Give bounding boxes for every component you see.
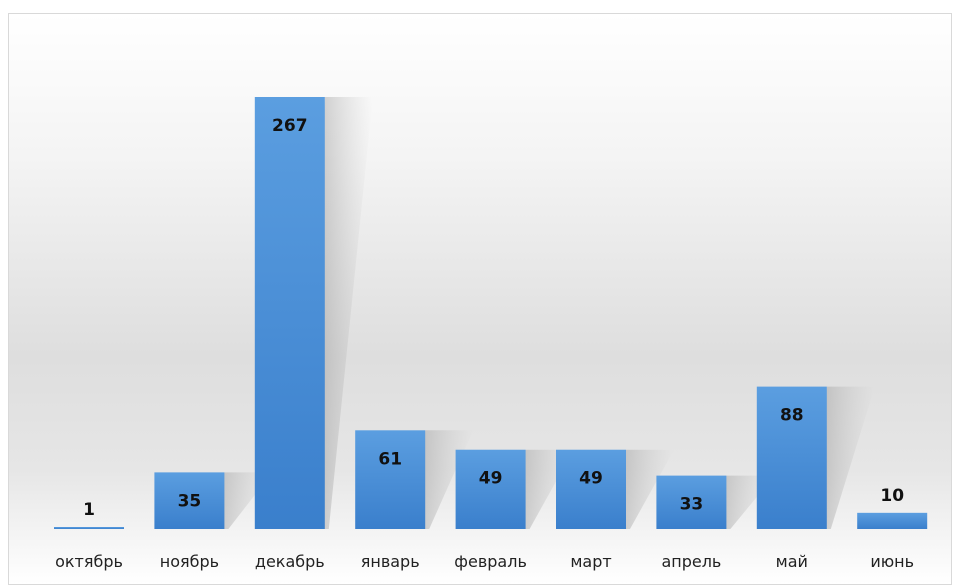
x-tick-label-0: октябрь [55,552,123,571]
x-tick-label-2: декабрь [255,552,325,571]
x-tick-label-5: март [570,552,611,571]
value-label-7: 88 [780,406,804,426]
x-tick-label-3: январь [361,552,420,571]
value-label-2: 267 [272,116,308,136]
bar-shadow [314,97,373,529]
value-labels-group: 1 35 267 61 49 49 33 88 10 [83,116,904,520]
bar-0[interactable] [54,527,124,529]
value-label-6: 33 [680,495,704,515]
bar-5[interactable] [556,449,626,529]
bar-1[interactable] [154,472,225,529]
x-tick-label-7: май [776,552,808,571]
value-label-4: 49 [479,469,503,489]
bar-3[interactable] [355,430,426,529]
x-tick-label-4: февраль [454,552,527,571]
x-tick-label-1: ноябрь [160,552,219,571]
bar-7[interactable] [756,386,827,529]
bar-2[interactable] [254,97,325,529]
value-label-5: 49 [579,469,603,489]
bar-shadow [616,449,674,529]
bar-4[interactable] [455,449,526,529]
bar-6[interactable] [656,475,727,529]
bar-shadow [816,386,875,529]
x-tick-label-8: июнь [870,552,914,571]
value-label-3: 61 [378,449,402,469]
value-label-1: 35 [178,491,202,511]
value-label-8: 10 [880,486,904,506]
x-tick-label-6: апрель [661,552,721,571]
bar-8[interactable] [857,512,928,529]
bars-group [54,97,928,529]
x-axis-labels: октябрь ноябрь декабрь январь февраль март апр… [55,552,914,571]
value-label-0: 1 [83,500,95,520]
